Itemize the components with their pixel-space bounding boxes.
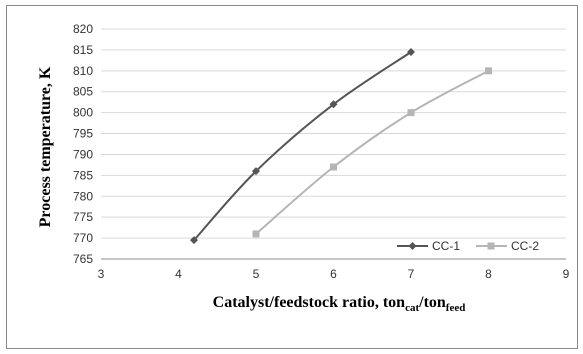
y-tick-label: 785 — [73, 168, 93, 182]
y-tick-label: 815 — [73, 43, 93, 57]
y-tick-label: 810 — [73, 64, 93, 78]
legend-label-cc-1: CC-1 — [432, 239, 460, 253]
y-tick-label: 775 — [73, 210, 93, 224]
legend-item-cc-2: CC-2 — [476, 239, 539, 253]
chart-frame — [6, 5, 578, 349]
x-tick-label: 6 — [330, 267, 337, 281]
data-point-cc-2 — [407, 109, 415, 117]
data-point-cc-1 — [329, 100, 338, 109]
x-tick-label: 4 — [175, 267, 182, 281]
x-tick-label: 9 — [563, 267, 570, 281]
series-line-cc-2 — [255, 69, 489, 235]
grid-lines — [101, 28, 566, 239]
legend-marker-cc-2 — [487, 242, 495, 250]
y-tick-labels: 765 770 775 780 785 790 795 800 805 810 815 820 — [73, 22, 93, 266]
y-axis-title: Process temperature, K — [37, 66, 54, 227]
data-point-cc-1 — [190, 236, 198, 245]
x-tick-label: 3 — [98, 267, 105, 281]
series-lines — [193, 51, 489, 241]
x-tick-label: 7 — [408, 267, 415, 281]
x-axis-title-mid: /ton — [418, 294, 446, 311]
y-tick-label: 790 — [73, 147, 93, 161]
series-line-cc-1 — [193, 51, 412, 241]
legend-label-cc-2: CC-2 — [511, 239, 539, 253]
legend-marker-cc-1 — [408, 242, 417, 250]
legend-item-cc-1: CC-1 — [397, 239, 460, 253]
y-tick-label: 820 — [73, 22, 93, 36]
x-tick-label: 8 — [485, 267, 492, 281]
x-axis-title-sub-cat: cat — [405, 302, 419, 314]
legend: CC-1 CC-2 — [397, 239, 539, 253]
data-point-cc-2 — [485, 67, 492, 75]
y-tick-label: 800 — [73, 106, 93, 120]
data-point-cc-2 — [330, 163, 337, 171]
y-tick-label: 795 — [73, 127, 93, 141]
x-axis-title: Catalyst/feedstock ratio, toncat/tonfeed — [213, 294, 466, 314]
data-point-cc-2 — [252, 230, 260, 238]
x-axis-title-sub-feed: feed — [446, 302, 466, 314]
y-tick-label: 805 — [73, 85, 93, 99]
data-point-cc-1 — [252, 167, 260, 176]
x-axis-title-main: Catalyst/feedstock ratio, ton — [213, 294, 406, 311]
x-tick-label: 5 — [253, 267, 260, 281]
data-point-cc-1 — [407, 48, 415, 56]
y-tick-label: 765 — [73, 252, 93, 266]
series-markers — [190, 48, 492, 245]
y-tick-label: 780 — [73, 189, 93, 203]
x-tick-labels: 3 4 5 6 7 8 9 — [98, 267, 570, 281]
y-tick-label: 770 — [73, 231, 93, 245]
